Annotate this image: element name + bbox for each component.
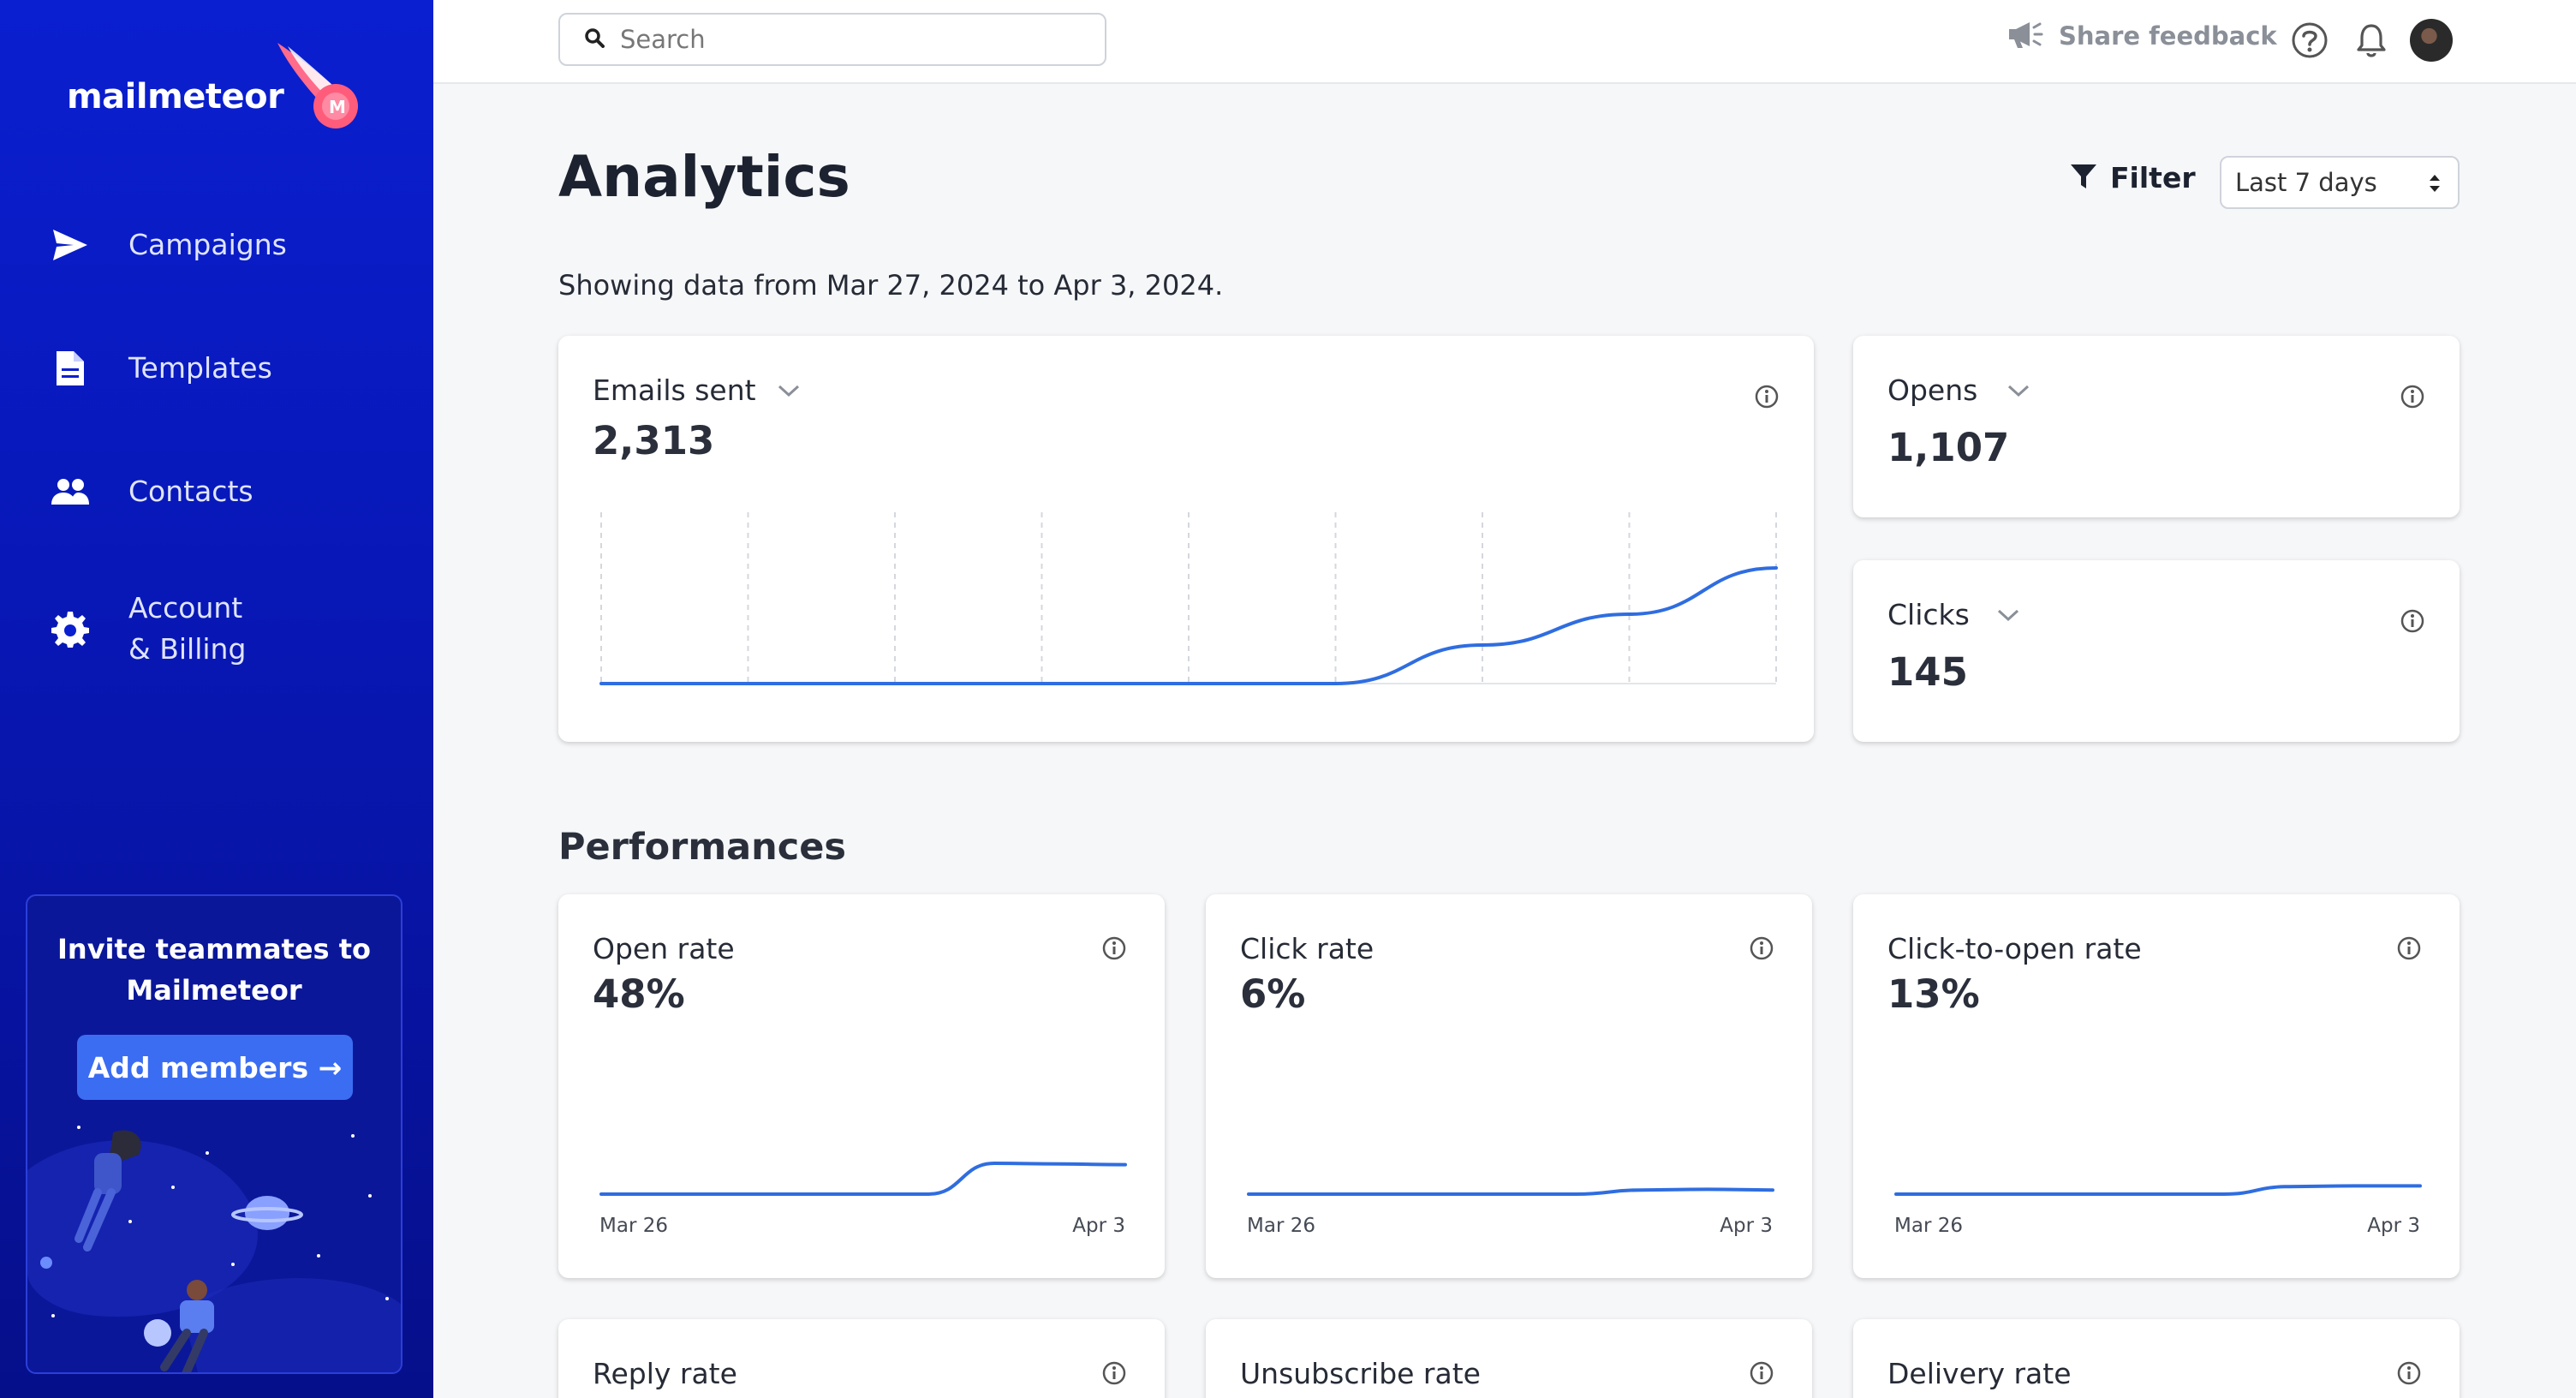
top-bar: Share feedback (433, 0, 2576, 84)
series-line (1894, 1184, 2422, 1196)
click-rate-label: Click rate (1240, 932, 1374, 965)
opens-label: Opens (1887, 373, 1978, 407)
megaphone-icon (2006, 19, 2043, 53)
clicks-card: Clicks 145 (1853, 560, 2460, 742)
share-feedback-button[interactable]: Share feedback (2006, 19, 2277, 53)
open-rate-label: Open rate (593, 932, 735, 965)
page-title: Analytics (558, 144, 850, 210)
delivery-rate-label: Delivery rate (1887, 1357, 2072, 1390)
open-rate-card: Open rate 48% Mar 26 Apr 3 (558, 894, 1165, 1278)
sidebar-item-contacts[interactable]: Contacts (50, 471, 253, 512)
reply-rate-label: Reply rate (593, 1357, 737, 1390)
filter-label: Filter (2110, 161, 2196, 194)
info-icon[interactable] (1749, 1360, 1774, 1386)
x-axis-start-label: Mar 26 (1894, 1215, 1963, 1237)
info-icon[interactable] (1754, 384, 1780, 409)
info-icon[interactable] (2400, 608, 2425, 634)
info-icon[interactable] (1101, 935, 1127, 961)
clicks-value: 145 (1887, 649, 1968, 695)
help-icon[interactable] (2290, 21, 2329, 60)
emails-sent-card: Emails sent 2,313 (558, 336, 1814, 742)
x-axis-start-label: Mar 26 (1247, 1215, 1315, 1237)
people-icon (50, 471, 91, 512)
x-axis-start-label: Mar 26 (599, 1215, 668, 1237)
sidebar-item-label: Campaigns (128, 228, 287, 261)
emails-sent-value: 2,313 (593, 418, 715, 463)
info-icon[interactable] (2396, 935, 2422, 961)
filter-icon (2069, 162, 2098, 194)
open-rate-value: 48% (593, 971, 685, 1017)
delivery-rate-card: Delivery rate (1853, 1319, 2460, 1398)
invite-title: Invite teammates to Mailmeteor (27, 929, 401, 1011)
gear-icon (50, 608, 91, 649)
info-icon[interactable] (2396, 1360, 2422, 1386)
opens-card: Opens 1,107 (1853, 336, 2460, 517)
search-box[interactable] (558, 13, 1106, 66)
opens-value: 1,107 (1887, 425, 2010, 470)
share-feedback-label: Share feedback (2059, 21, 2277, 51)
chevron-down-icon[interactable] (778, 384, 800, 397)
date-range-info: Showing data from Mar 27, 2024 to Apr 3,… (558, 269, 1224, 302)
emails-sent-label: Emails sent (593, 373, 756, 407)
bell-icon[interactable] (2352, 21, 2391, 60)
meteor-logo-icon: M (277, 43, 358, 128)
sidebar-item-label: Account & Billing (128, 588, 246, 670)
svg-text:M: M (329, 97, 346, 117)
series-line (599, 566, 1778, 685)
x-axis-end-label: Apr 3 (1072, 1215, 1125, 1237)
search-input[interactable] (620, 25, 1082, 54)
sidebar-item-label: Templates (128, 351, 272, 385)
invite-title-line2: Mailmeteor (126, 974, 302, 1007)
unsubscribe-rate-card: Unsubscribe rate (1206, 1319, 1812, 1398)
open-rate-chart (599, 1161, 1127, 1196)
billing-label: & Billing (128, 632, 247, 666)
series-line (1247, 1187, 1774, 1196)
sidebar-item-account-billing[interactable]: Account & Billing (50, 588, 246, 670)
document-icon (50, 348, 91, 389)
unsubscribe-rate-label: Unsubscribe rate (1240, 1357, 1481, 1390)
account-label: Account (128, 591, 243, 624)
date-range-select[interactable]: Last 7 days (2220, 156, 2460, 209)
x-axis-end-label: Apr 3 (2367, 1215, 2420, 1237)
invite-card: Invite teammates to Mailmeteor Add membe… (26, 894, 402, 1374)
emails-sent-chart (599, 512, 1778, 685)
click-to-open-rate-value: 13% (1887, 971, 1980, 1017)
click-rate-card: Click rate 6% Mar 26 Apr 3 (1206, 894, 1812, 1278)
sidebar-item-templates[interactable]: Templates (50, 348, 272, 389)
date-range-value: Last 7 days (2235, 168, 2377, 197)
add-members-button[interactable]: Add members → (77, 1035, 353, 1100)
sidebar: mailmeteor M Campaigns Templates Contact… (0, 0, 433, 1398)
click-rate-chart (1247, 1187, 1774, 1196)
performances-title: Performances (558, 826, 847, 869)
series-line (599, 1161, 1127, 1196)
invite-title-line1: Invite teammates to (57, 933, 371, 965)
send-icon (50, 224, 91, 266)
click-to-open-rate-chart (1894, 1184, 2422, 1196)
click-to-open-rate-label: Click-to-open rate (1887, 932, 2142, 965)
info-icon[interactable] (1749, 935, 1774, 961)
search-icon (584, 27, 605, 51)
sidebar-item-label: Contacts (128, 475, 253, 508)
x-axis-end-label: Apr 3 (1720, 1215, 1773, 1237)
info-icon[interactable] (2400, 384, 2425, 409)
info-icon[interactable] (1101, 1360, 1127, 1386)
logo-text[interactable]: mailmeteor (67, 77, 284, 116)
select-arrows-icon (2427, 171, 2442, 201)
reply-rate-card: Reply rate (558, 1319, 1165, 1398)
space-illustration (27, 1126, 401, 1372)
chevron-down-icon[interactable] (1997, 608, 2019, 622)
chevron-down-icon[interactable] (2007, 384, 2030, 397)
clicks-label: Clicks (1887, 598, 1970, 631)
click-to-open-rate-card: Click-to-open rate 13% Mar 26 Apr 3 (1853, 894, 2460, 1278)
click-rate-value: 6% (1240, 971, 1306, 1017)
sidebar-item-campaigns[interactable]: Campaigns (50, 224, 287, 266)
filter-button[interactable]: Filter (2069, 161, 2196, 194)
avatar[interactable] (2410, 19, 2453, 62)
